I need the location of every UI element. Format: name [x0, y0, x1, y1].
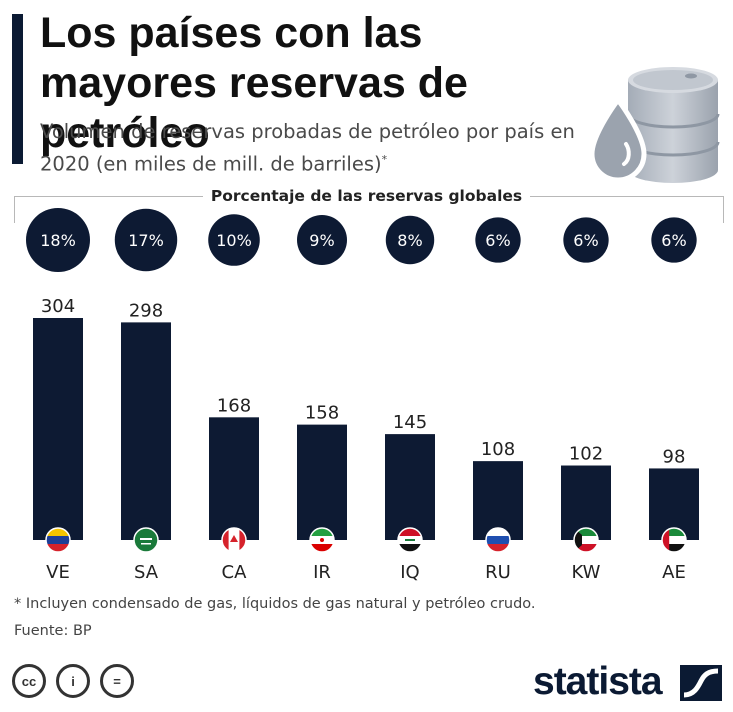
value-label-ir: 158: [305, 403, 339, 424]
category-label-ca: CA: [222, 562, 248, 583]
oil-drop-icon: [589, 95, 647, 183]
flag-ae-icon: [662, 528, 686, 552]
share-circle-ve: [26, 208, 90, 272]
share-circle-ca: [208, 214, 260, 266]
flag-ring-ve: [45, 527, 71, 553]
flag-ring-sa: [133, 527, 159, 553]
share-label-ru: 6%: [485, 231, 510, 250]
category-label-sa: SA: [134, 562, 159, 583]
flag-ring-ru: [485, 527, 511, 553]
value-label-sa: 298: [129, 300, 163, 321]
flag-ring-ir: [309, 527, 335, 553]
value-label-ca: 168: [217, 395, 251, 416]
flag-ring-iq: [397, 527, 423, 553]
share-label-ca: 10%: [216, 231, 252, 250]
accent-bar: [12, 14, 23, 164]
share-label-kw: 6%: [573, 231, 598, 250]
oil-barrel-icon: [589, 67, 720, 183]
category-label-ae: AE: [662, 562, 686, 583]
share-circle-iq: [385, 215, 435, 265]
source-note: Fuente: BP: [14, 623, 92, 639]
flag-sa-icon: [134, 528, 158, 552]
by-icon: i: [56, 664, 90, 698]
footnote: * Incluyen condensado de gas, líquidos d…: [14, 596, 536, 612]
share-circle-sa: [114, 208, 178, 272]
value-label-ru: 108: [481, 439, 515, 460]
chart-title: Los países con las mayores reservas de p…: [40, 9, 468, 157]
share-label-ae: 6%: [661, 231, 686, 250]
value-label-ve: 304: [41, 296, 75, 317]
share-circle-kw: [563, 217, 609, 263]
bar-ve: [33, 318, 83, 540]
flag-ca-icon: [222, 528, 246, 552]
value-label-ae: 98: [663, 446, 686, 467]
cc-icon: cc: [12, 664, 46, 698]
category-label-ve: VE: [46, 562, 70, 583]
license-icons: cc i =: [12, 664, 134, 698]
subtitle-asterisk: *: [381, 153, 388, 166]
share-label-ir: 9%: [309, 231, 334, 250]
bar-chart: 18% 304 VE 17% 298 SA 10% 168 CA 9% 158 IR 8% 145 IQ 6%…: [26, 208, 699, 583]
flag-ve-icon: [46, 528, 70, 552]
share-label-sa: 17%: [128, 231, 164, 250]
share-label-iq: 8%: [397, 231, 422, 250]
flag-ring-kw: [573, 527, 599, 553]
bar-ir: [297, 424, 347, 540]
chart-subtitle: Volumen de reservas probadas de petróleo…: [40, 118, 600, 179]
category-label-ir: IR: [313, 562, 331, 583]
subtitle-text: Volumen de reservas probadas de petróleo…: [40, 120, 575, 176]
bar-ru: [473, 461, 523, 540]
bar-ca: [209, 417, 259, 540]
brand-wordmark: statista: [533, 660, 663, 703]
flag-ring-ca: [221, 527, 247, 553]
share-label-ve: 18%: [40, 231, 76, 250]
flag-ring-ae: [661, 527, 687, 553]
share-heading-text: Porcentaje de las reservas globales: [202, 187, 531, 205]
flag-ir-icon: [310, 528, 334, 552]
flag-ru-icon: [486, 528, 510, 552]
category-label-ru: RU: [485, 562, 511, 583]
value-label-iq: 145: [393, 412, 427, 433]
bar-iq: [385, 434, 435, 540]
share-circle-ir: [297, 215, 347, 265]
share-circle-ru: [475, 217, 521, 263]
flag-iq-icon: [398, 528, 422, 552]
bar-sa: [121, 322, 171, 540]
value-label-kw: 102: [569, 444, 603, 465]
nd-icon: =: [100, 664, 134, 698]
statista-logo-icon: [680, 665, 722, 701]
category-label-kw: KW: [572, 562, 601, 583]
share-circle-ae: [651, 217, 697, 263]
category-label-iq: IQ: [400, 562, 419, 583]
share-heading: Porcentaje de las reservas globales: [0, 186, 733, 205]
